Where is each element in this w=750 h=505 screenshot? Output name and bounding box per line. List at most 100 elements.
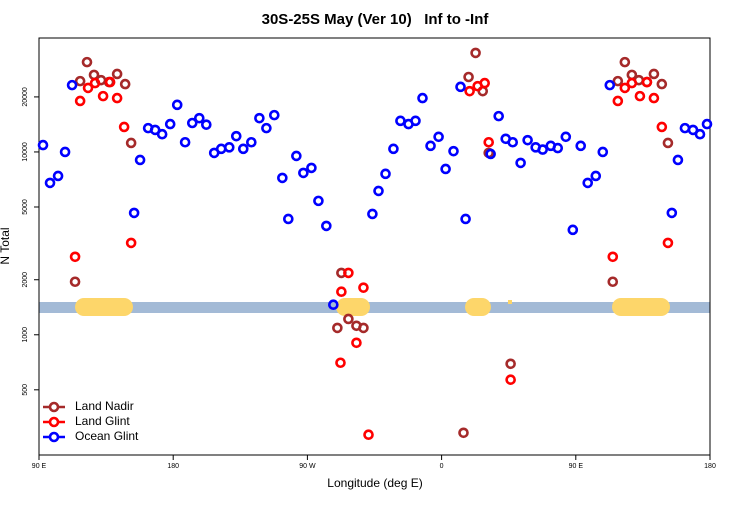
legend-marker (48, 416, 60, 428)
point (237, 143, 249, 155)
point (230, 130, 242, 142)
land-sea-strip (39, 298, 710, 316)
y-tick-label: 1000 (22, 327, 29, 343)
point (619, 56, 631, 68)
point (567, 224, 579, 236)
point (125, 137, 137, 149)
point (656, 121, 668, 133)
point (464, 85, 475, 97)
point (363, 429, 374, 441)
point (343, 267, 354, 279)
point (186, 117, 198, 129)
point (313, 195, 324, 207)
point (298, 167, 309, 179)
land-strip (612, 298, 670, 316)
point (612, 75, 624, 87)
land-strip (336, 298, 370, 316)
legend-label: Land Glint (75, 414, 130, 428)
point (597, 146, 609, 158)
point (125, 237, 137, 249)
point (662, 137, 674, 149)
point (336, 286, 347, 298)
point (268, 109, 280, 121)
point (179, 136, 191, 148)
point (193, 112, 205, 124)
point (97, 90, 109, 102)
point (246, 136, 257, 148)
legend-label: Ocean Glint (75, 429, 139, 443)
point (410, 115, 421, 127)
point (417, 92, 428, 104)
point (479, 77, 490, 89)
point (460, 213, 471, 225)
point (666, 207, 678, 219)
point (119, 78, 131, 90)
point (505, 374, 516, 385)
legend-marker (48, 401, 60, 413)
point (433, 131, 444, 143)
point (223, 142, 235, 153)
point (458, 427, 469, 439)
point (215, 143, 227, 155)
point (701, 118, 713, 130)
point (321, 220, 332, 232)
point (373, 185, 384, 197)
point (515, 157, 526, 169)
point (448, 145, 459, 157)
point (493, 110, 505, 122)
y-tick-label: 20000 (22, 87, 29, 107)
land-strip (465, 298, 491, 316)
y-axis-label: N Total (0, 227, 12, 264)
point (81, 56, 93, 68)
point (134, 154, 146, 166)
x-tick-label: 90 E (32, 463, 47, 470)
point (485, 148, 496, 160)
point (380, 168, 391, 180)
point (104, 76, 116, 88)
x-tick-label: 0 (440, 463, 444, 470)
point (128, 207, 140, 219)
series (37, 79, 713, 311)
point (332, 322, 343, 334)
point (425, 140, 436, 152)
point (37, 139, 49, 151)
point (69, 276, 81, 288)
point (626, 77, 638, 89)
point (74, 75, 86, 87)
x-tick-label: 180 (167, 463, 179, 470)
point (672, 154, 684, 166)
point (156, 128, 168, 140)
point (507, 136, 519, 148)
point (59, 146, 71, 158)
land-strip (75, 298, 133, 316)
point (118, 121, 130, 133)
point (560, 131, 572, 143)
point (343, 313, 354, 325)
point (440, 163, 451, 175)
legend-marker (48, 431, 60, 443)
point (388, 143, 399, 155)
point (607, 276, 619, 288)
point (662, 237, 674, 249)
point (74, 95, 86, 107)
point (455, 81, 466, 93)
point (604, 79, 616, 91)
x-axis-label: Longitude (deg E) (327, 476, 422, 490)
point (351, 337, 362, 349)
point (483, 136, 495, 148)
point (69, 251, 81, 263)
point (254, 112, 265, 124)
chart-title: 30S-25S May (Ver 10) Inf to -Inf (262, 11, 490, 28)
point (505, 358, 516, 370)
point (648, 92, 660, 104)
point (612, 95, 624, 107)
point (82, 82, 94, 94)
point (261, 122, 272, 134)
point (367, 208, 378, 220)
point (171, 99, 183, 111)
point (694, 128, 706, 140)
point (52, 170, 64, 182)
point (679, 122, 691, 134)
point (582, 177, 594, 189)
plot-frame (38, 37, 711, 456)
